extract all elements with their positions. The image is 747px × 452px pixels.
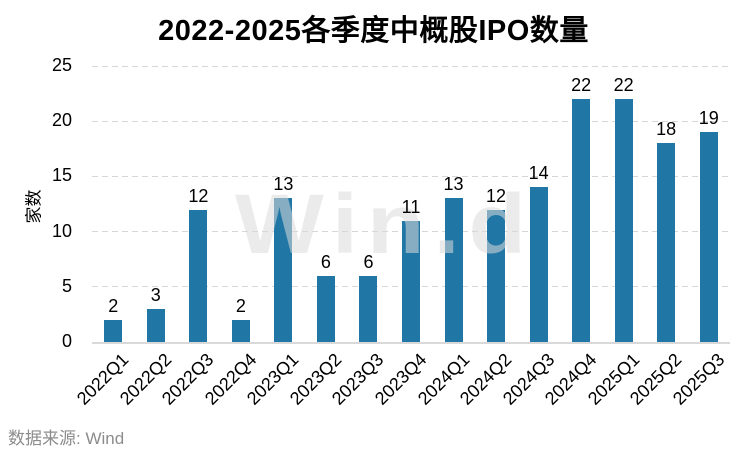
- bar-value-label: 11: [401, 196, 421, 217]
- bar-value-label: 12: [188, 185, 209, 206]
- y-tick-label: 20: [51, 110, 72, 131]
- data-source-label: 数据来源: Wind: [8, 429, 125, 448]
- bar-value-label: 6: [320, 251, 331, 272]
- bar-value-label: 2: [235, 295, 246, 316]
- bar-2022Q4: [231, 319, 250, 342]
- bar-2023Q1: [274, 198, 293, 342]
- bar-2022Q2: [146, 308, 165, 342]
- bar-value-label: 2: [108, 295, 119, 316]
- bar-2024Q4: [572, 99, 591, 342]
- y-tick-label: 0: [61, 331, 72, 351]
- bar-value-label: 13: [273, 174, 294, 195]
- bar-value-label: 6: [363, 251, 374, 272]
- y-tick-label: 15: [51, 165, 72, 186]
- bar-2022Q1: [104, 319, 123, 342]
- x-axis-line: [92, 342, 730, 344]
- bar-2023Q3: [359, 275, 378, 342]
- bar-2023Q4: [402, 220, 420, 342]
- bar-value-label: 22: [571, 75, 592, 96]
- chart-title: 2022-2025各季度中概股IPO数量: [158, 15, 589, 47]
- bar-value-label: 19: [698, 108, 719, 129]
- bar-2024Q3: [529, 187, 548, 342]
- bar-value-label: 12: [486, 185, 507, 206]
- bar-2025Q3: [699, 132, 718, 342]
- gridline: [92, 120, 730, 122]
- y-tick-label: 10: [51, 220, 72, 241]
- bar-2022Q3: [189, 209, 208, 342]
- bar-2023Q2: [316, 275, 335, 342]
- gridline: [92, 175, 730, 177]
- bar-value-label: 3: [150, 284, 161, 305]
- bar-value-label: 14: [528, 163, 549, 184]
- bar-value-label: 18: [656, 119, 677, 140]
- y-tick-label: 5: [61, 275, 72, 296]
- bar-2025Q2: [657, 143, 676, 342]
- bar-value-label: 22: [613, 75, 634, 96]
- bar-value-label: 13: [443, 174, 464, 195]
- bar-2024Q1: [444, 198, 463, 342]
- gridline: [92, 65, 730, 67]
- plot-area: Win.d 2 3 12 2 13 6 6 11 13 12 14 22 22 18 19: [92, 65, 730, 344]
- bar-2025Q1: [614, 99, 633, 342]
- bar-2024Q2: [487, 209, 506, 342]
- y-tick-label: 25: [51, 55, 72, 75]
